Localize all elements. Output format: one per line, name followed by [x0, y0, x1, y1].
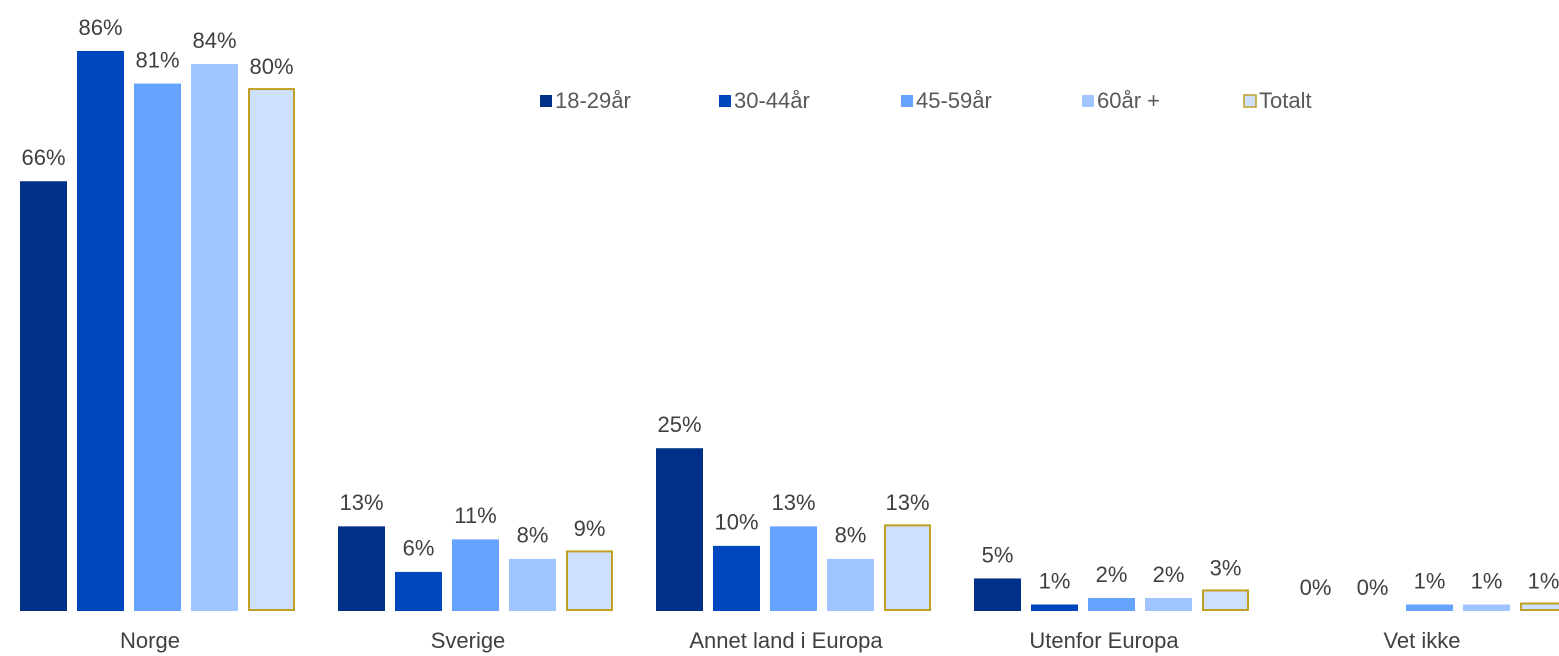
value-label: 13%: [771, 490, 815, 515]
value-label: 84%: [192, 28, 236, 53]
x-tick-label: Annet land i Europa: [689, 628, 883, 653]
bar: [1088, 597, 1135, 611]
value-label: 9%: [574, 516, 606, 541]
legend-swatch: [901, 95, 913, 107]
legend-swatch: [1243, 94, 1257, 108]
value-label: 25%: [657, 412, 701, 437]
bar: [884, 524, 931, 611]
legend-label: 45-59år: [916, 88, 992, 113]
bar: [827, 558, 874, 611]
value-label: 2%: [1096, 562, 1128, 587]
legend-label: Totalt: [1259, 88, 1312, 113]
value-label: 0%: [1300, 575, 1332, 600]
x-tick-label: Norge: [120, 628, 180, 653]
legend-label: 60år +: [1097, 88, 1160, 113]
bar: [338, 526, 385, 611]
bar: [509, 558, 556, 611]
value-label: 80%: [249, 54, 293, 79]
bar: [974, 578, 1021, 611]
bar: [395, 571, 442, 611]
bar: [770, 526, 817, 611]
bar: [77, 51, 124, 611]
bar: [1145, 597, 1192, 611]
x-tick-label: Sverige: [431, 628, 506, 653]
x-tick-label: Utenfor Europa: [1029, 628, 1179, 653]
bar: [1463, 604, 1510, 611]
value-label: 8%: [517, 523, 549, 548]
legend-label: 18-29år: [555, 88, 631, 113]
value-label: 11%: [454, 503, 496, 528]
x-tick-label: Vet ikke: [1383, 628, 1460, 653]
bar: [452, 539, 499, 611]
value-label: 6%: [403, 536, 435, 561]
bar: [248, 88, 295, 612]
value-label: 10%: [714, 510, 758, 535]
value-label: 1%: [1414, 568, 1446, 593]
value-label: 13%: [339, 490, 383, 515]
value-label: 1%: [1039, 568, 1071, 593]
value-label: 2%: [1153, 562, 1185, 587]
legend-swatch: [719, 95, 731, 107]
value-label: 8%: [835, 523, 867, 548]
value-label: 5%: [982, 542, 1014, 567]
value-label: 86%: [78, 15, 122, 40]
bar: [713, 545, 760, 611]
value-label: 1%: [1471, 568, 1503, 593]
legend-label: 30-44år: [734, 88, 810, 113]
value-label: 3%: [1210, 555, 1242, 580]
value-label: 1%: [1528, 568, 1559, 593]
legend-swatch: [1082, 95, 1094, 107]
bar: [1031, 604, 1078, 611]
value-label: 66%: [21, 145, 65, 170]
bar: [134, 83, 181, 612]
value-label: 0%: [1357, 575, 1389, 600]
value-label: 13%: [885, 490, 929, 515]
bar: [1520, 602, 1559, 611]
bar: [191, 64, 238, 611]
bar: [1406, 604, 1453, 611]
value-label: 81%: [135, 47, 179, 72]
legend-swatch: [540, 95, 552, 107]
bar: [566, 550, 613, 611]
bar: [1202, 589, 1249, 611]
bar: [656, 448, 703, 611]
bar: [20, 181, 67, 612]
